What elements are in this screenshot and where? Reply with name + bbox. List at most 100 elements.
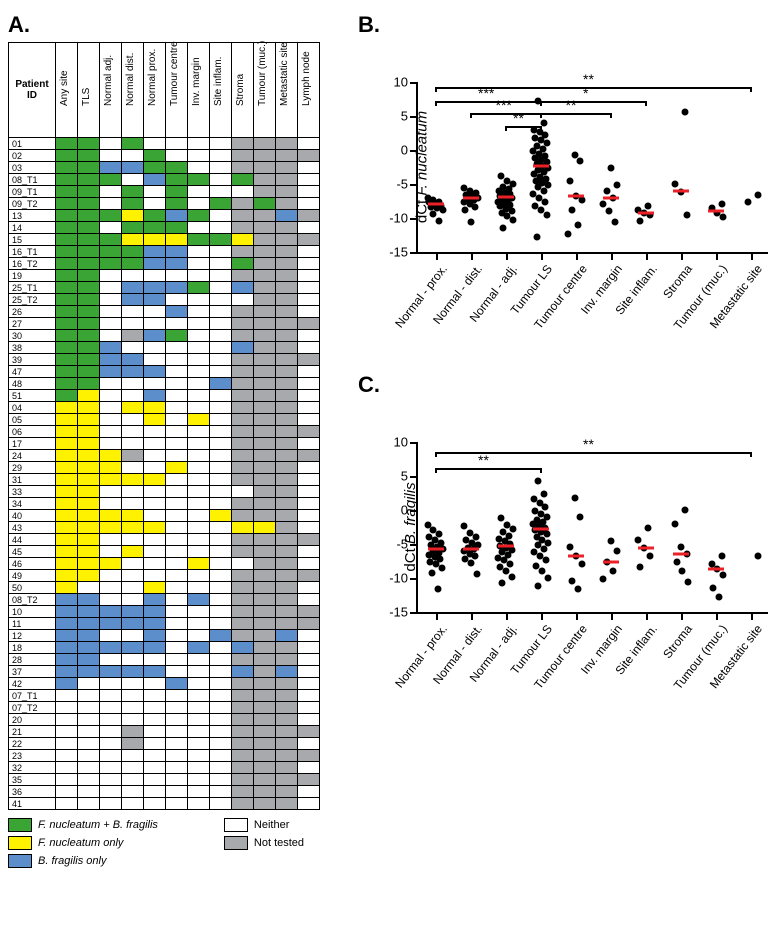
data-point — [716, 594, 723, 601]
heatmap-cell — [298, 426, 320, 438]
heatmap-cell — [122, 414, 144, 426]
heatmap-cell — [56, 306, 78, 318]
heatmap-cell — [232, 150, 254, 162]
heatmap-cell — [210, 294, 232, 306]
heatmap-cell — [100, 474, 122, 486]
heatmap-cell — [276, 402, 298, 414]
heatmap-cell — [298, 282, 320, 294]
heatmap-cell — [254, 654, 276, 666]
legend-text: F. nucleatum only — [38, 837, 123, 849]
heatmap-cell — [122, 546, 144, 558]
median-bar — [428, 548, 444, 551]
heatmap-cell — [166, 162, 188, 174]
heatmap-cell — [232, 138, 254, 150]
heatmap-cell — [166, 546, 188, 558]
heatmap-cell — [188, 606, 210, 618]
heatmap-cell — [232, 546, 254, 558]
heatmap-cell — [210, 426, 232, 438]
heatmap-cell — [100, 738, 122, 750]
heatmap-cell — [122, 618, 144, 630]
heatmap-cell — [78, 774, 100, 786]
heatmap-cell — [144, 654, 166, 666]
heatmap-row-header: 42 — [9, 678, 56, 690]
heatmap-cell — [78, 306, 100, 318]
sig-bracket-drop — [540, 126, 542, 131]
sig-bracket — [471, 113, 541, 115]
heatmap-cell — [276, 414, 298, 426]
heatmap-row-header: 22 — [9, 738, 56, 750]
heatmap-cell — [232, 594, 254, 606]
heatmap-cell — [78, 582, 100, 594]
heatmap-cell — [166, 702, 188, 714]
heatmap-cell — [56, 138, 78, 150]
median-bar — [603, 560, 619, 563]
heatmap-cell — [210, 510, 232, 522]
heatmap-cell — [56, 222, 78, 234]
heatmap-row-header: 47 — [9, 366, 56, 378]
panel-a: A. PatientIDAny siteTLSNormal adj.Normal… — [8, 12, 346, 868]
heatmap-row-header: 43 — [9, 522, 56, 534]
panel-a-label: A. — [8, 12, 346, 38]
heatmap-cell — [166, 762, 188, 774]
heatmap-cell — [56, 534, 78, 546]
heatmap-cell — [100, 630, 122, 642]
heatmap-cell — [100, 438, 122, 450]
data-point — [599, 201, 606, 208]
heatmap-cell — [210, 354, 232, 366]
heatmap-cell — [232, 390, 254, 402]
heatmap-cell — [210, 558, 232, 570]
heatmap-cell — [144, 366, 166, 378]
heatmap-cell — [56, 354, 78, 366]
sig-bracket — [436, 101, 541, 103]
heatmap-cell — [254, 438, 276, 450]
heatmap-cell — [254, 786, 276, 798]
heatmap-cell — [188, 198, 210, 210]
data-point — [571, 494, 578, 501]
heatmap-cell — [232, 798, 254, 810]
heatmap-cell — [144, 378, 166, 390]
heatmap-cell — [56, 378, 78, 390]
heatmap-cell — [232, 750, 254, 762]
heatmap-cell — [56, 774, 78, 786]
heatmap-cell — [144, 234, 166, 246]
heatmap-cell — [100, 390, 122, 402]
heatmap-row-header: 20 — [9, 714, 56, 726]
x-tick — [471, 254, 473, 260]
heatmap-cell — [188, 510, 210, 522]
median-bar — [463, 548, 479, 551]
heatmap-cell — [254, 186, 276, 198]
heatmap-cell — [232, 318, 254, 330]
heatmap-cell — [254, 702, 276, 714]
heatmap-cell — [232, 534, 254, 546]
panel-c: C.-15-10-50510dCt B. fragilisNormal - pr… — [358, 372, 768, 714]
heatmap-row-header: 10 — [9, 606, 56, 618]
heatmap-cell — [298, 198, 320, 210]
heatmap-cell — [78, 762, 100, 774]
heatmap-row-header: 49 — [9, 570, 56, 582]
heatmap-cell — [188, 726, 210, 738]
heatmap-cell — [254, 474, 276, 486]
heatmap-cell — [276, 534, 298, 546]
heatmap-row-header: 31 — [9, 474, 56, 486]
heatmap-cell — [232, 282, 254, 294]
heatmap-col-header: Tumour (muc.) — [254, 43, 276, 138]
heatmap-cell — [56, 282, 78, 294]
sig-text: ** — [583, 436, 594, 452]
sig-text: ** — [566, 97, 577, 113]
heatmap-cell — [166, 210, 188, 222]
sig-text: * — [583, 85, 588, 101]
heatmap-cell — [210, 630, 232, 642]
heatmap-cell — [122, 426, 144, 438]
heatmap-cell — [122, 354, 144, 366]
heatmap-cell — [100, 426, 122, 438]
heatmap-cell — [276, 546, 298, 558]
heatmap-cell — [188, 666, 210, 678]
heatmap-cell — [188, 474, 210, 486]
heatmap-cell — [210, 150, 232, 162]
data-point — [435, 585, 442, 592]
heatmap-cell — [188, 714, 210, 726]
heatmap-row-header: 25_T2 — [9, 294, 56, 306]
heatmap-cell — [188, 690, 210, 702]
heatmap-cell — [100, 270, 122, 282]
heatmap-cell — [56, 606, 78, 618]
